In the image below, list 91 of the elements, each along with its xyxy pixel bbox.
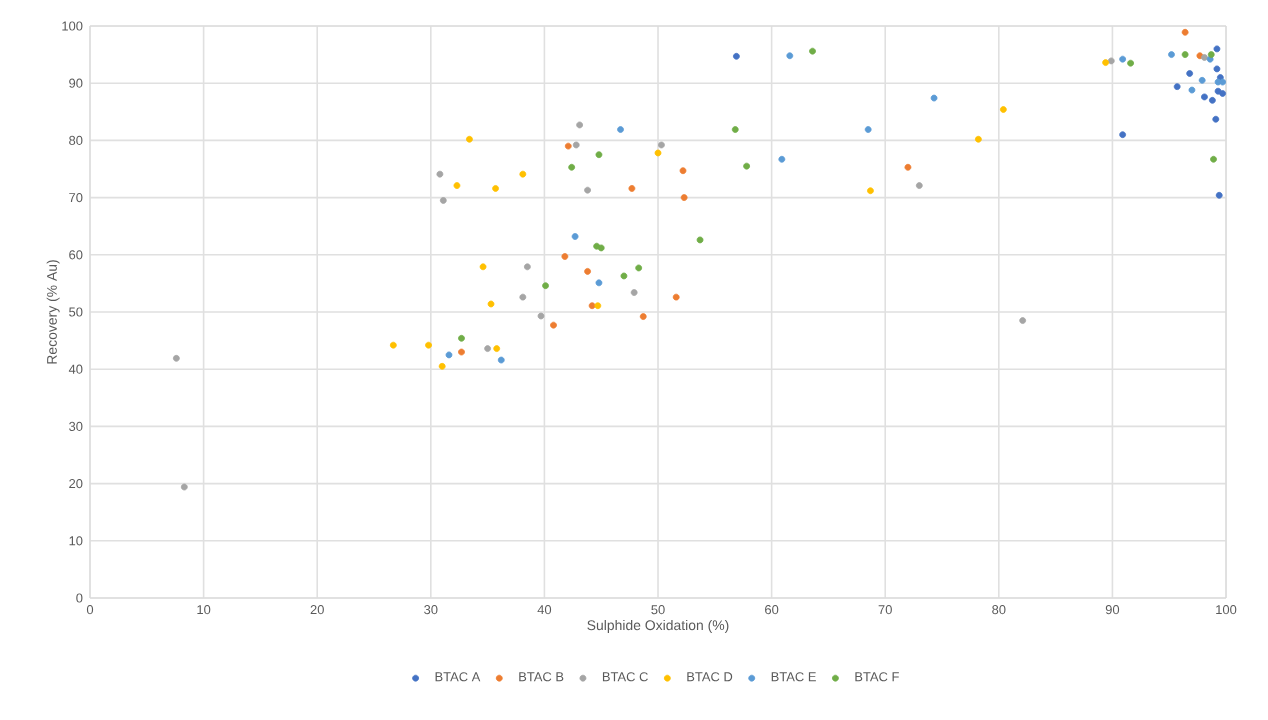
point — [999, 106, 1007, 113]
point — [1206, 55, 1214, 63]
point — [628, 185, 636, 192]
point — [786, 52, 794, 60]
point — [584, 268, 591, 275]
point — [1213, 45, 1221, 53]
point — [635, 264, 643, 272]
point — [915, 182, 923, 189]
point — [696, 236, 704, 244]
point — [576, 121, 584, 129]
point — [1107, 57, 1115, 65]
point — [466, 135, 473, 143]
point — [864, 126, 872, 133]
point — [672, 293, 680, 301]
point — [639, 313, 647, 320]
point — [453, 182, 461, 189]
point — [1207, 51, 1215, 58]
point — [180, 483, 188, 491]
point — [172, 354, 180, 362]
point — [1102, 59, 1109, 66]
point — [1119, 55, 1127, 63]
point — [588, 302, 596, 310]
point — [1219, 78, 1226, 86]
point — [497, 356, 505, 364]
point — [1198, 76, 1206, 84]
point — [1119, 131, 1127, 139]
point — [1127, 59, 1134, 67]
point — [458, 348, 465, 356]
point — [1212, 115, 1220, 123]
point — [436, 170, 444, 178]
point — [733, 52, 740, 60]
point — [630, 289, 638, 296]
point — [484, 345, 491, 352]
point — [679, 167, 687, 175]
point — [568, 163, 576, 171]
point — [930, 94, 938, 102]
point — [1019, 317, 1027, 324]
point — [438, 362, 446, 370]
point — [584, 186, 591, 194]
point — [493, 345, 501, 352]
point — [1210, 155, 1217, 163]
point — [743, 162, 751, 170]
point — [617, 126, 624, 133]
point — [1181, 28, 1189, 36]
point — [1201, 93, 1208, 101]
point — [445, 351, 453, 359]
point — [519, 293, 527, 301]
point — [1215, 191, 1223, 199]
point — [572, 141, 580, 149]
point — [809, 47, 816, 55]
point — [680, 194, 688, 201]
point — [974, 135, 982, 143]
point — [1209, 96, 1216, 104]
point — [597, 244, 605, 252]
point — [867, 187, 874, 195]
point — [620, 272, 628, 280]
point — [1213, 65, 1221, 73]
point — [1181, 51, 1189, 58]
point — [492, 185, 499, 192]
point — [1168, 51, 1175, 58]
point — [1201, 54, 1208, 61]
point — [1214, 78, 1222, 86]
point — [439, 197, 447, 204]
point — [487, 300, 495, 308]
point — [904, 163, 912, 171]
point — [654, 149, 662, 157]
point — [594, 302, 602, 310]
point — [1219, 90, 1226, 97]
point — [1173, 83, 1181, 91]
point — [658, 141, 665, 149]
point — [1214, 87, 1222, 95]
point — [593, 242, 601, 250]
point — [778, 155, 786, 163]
point — [1186, 70, 1194, 77]
point — [564, 142, 572, 150]
point — [731, 126, 739, 133]
point — [458, 334, 465, 342]
point — [389, 341, 397, 349]
point — [542, 282, 549, 290]
point — [425, 341, 432, 349]
point — [1188, 86, 1196, 94]
point — [479, 263, 487, 271]
point — [550, 321, 557, 329]
point — [1196, 52, 1204, 60]
point — [523, 263, 531, 271]
point — [595, 279, 603, 287]
point — [595, 151, 603, 159]
point — [537, 312, 545, 320]
point — [561, 253, 569, 260]
point — [571, 233, 579, 240]
point — [519, 170, 527, 178]
